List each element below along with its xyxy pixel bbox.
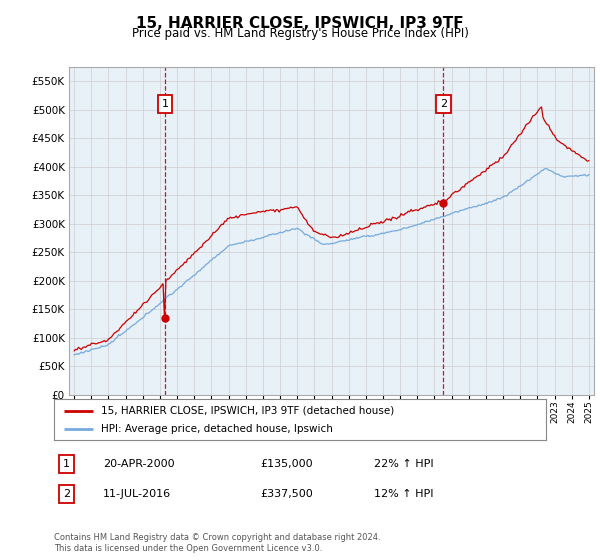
Text: Price paid vs. HM Land Registry's House Price Index (HPI): Price paid vs. HM Land Registry's House … bbox=[131, 27, 469, 40]
Text: 11-JUL-2016: 11-JUL-2016 bbox=[103, 489, 172, 499]
Text: £337,500: £337,500 bbox=[260, 489, 313, 499]
Text: 1: 1 bbox=[161, 99, 169, 109]
Text: £135,000: £135,000 bbox=[260, 459, 313, 469]
Text: 2: 2 bbox=[63, 489, 70, 499]
Text: 20-APR-2000: 20-APR-2000 bbox=[103, 459, 175, 469]
Text: Contains HM Land Registry data © Crown copyright and database right 2024.
This d: Contains HM Land Registry data © Crown c… bbox=[54, 533, 380, 553]
Text: HPI: Average price, detached house, Ipswich: HPI: Average price, detached house, Ipsw… bbox=[101, 424, 332, 434]
Text: 22% ↑ HPI: 22% ↑ HPI bbox=[374, 459, 433, 469]
Text: 2: 2 bbox=[440, 99, 447, 109]
Text: 15, HARRIER CLOSE, IPSWICH, IP3 9TF (detached house): 15, HARRIER CLOSE, IPSWICH, IP3 9TF (det… bbox=[101, 405, 394, 416]
Text: 15, HARRIER CLOSE, IPSWICH, IP3 9TF: 15, HARRIER CLOSE, IPSWICH, IP3 9TF bbox=[136, 16, 464, 31]
Text: 12% ↑ HPI: 12% ↑ HPI bbox=[374, 489, 433, 499]
Text: 1: 1 bbox=[63, 459, 70, 469]
